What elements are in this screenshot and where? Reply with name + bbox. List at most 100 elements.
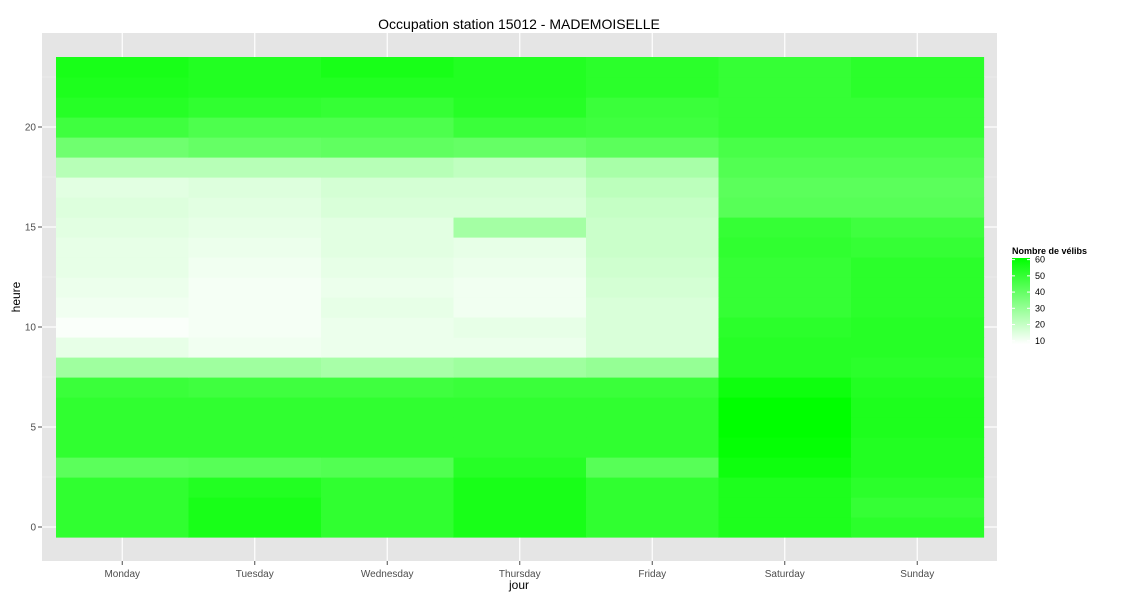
heatmap-cell [718, 257, 852, 278]
legend-tick-label: 60 [1035, 255, 1045, 265]
heatmap-cell [321, 217, 455, 238]
heatmap-cell [188, 217, 322, 238]
heatmap-cell [586, 137, 720, 158]
heatmap-cell [56, 77, 190, 98]
heatmap-cell [188, 257, 322, 278]
heatmap-cell [586, 57, 720, 78]
heatmap-cell [321, 297, 455, 318]
heatmap-cell [851, 257, 985, 278]
heatmap-cell [718, 217, 852, 238]
heatmap-cell [718, 57, 852, 78]
heatmap-cell [321, 457, 455, 478]
heatmap-cell [586, 157, 720, 178]
heatmap-cell [851, 217, 985, 238]
heatmap-cell [188, 337, 322, 358]
heatmap-cell [56, 57, 190, 78]
legend-colorbar [1012, 258, 1030, 344]
heatmap-cell [188, 477, 322, 498]
heatmap-cell [321, 497, 455, 518]
heatmap-cell [718, 437, 852, 458]
chart-title: Occupation station 15012 - MADEMOISELLE [378, 16, 660, 32]
heatmap-cell [56, 377, 190, 398]
heatmap-cell [586, 457, 720, 478]
heatmap-cell [586, 497, 720, 518]
x-tick-label: Tuesday [236, 569, 274, 580]
heatmap-cell [718, 117, 852, 138]
heatmap-cell [851, 477, 985, 498]
heatmap-cell [188, 437, 322, 458]
heatmap-cell [851, 317, 985, 338]
heatmap-cell [453, 237, 587, 258]
heatmap-cell [321, 157, 455, 178]
heatmap-cell [851, 157, 985, 178]
heatmap-cell [56, 157, 190, 178]
heatmap-cell [188, 237, 322, 258]
y-tick-label: 5 [30, 423, 36, 434]
heatmap-cell [586, 77, 720, 98]
heatmap-cell [453, 377, 587, 398]
heatmap-cell [453, 317, 587, 338]
heatmap-cell [851, 517, 985, 538]
heatmap-cell [56, 477, 190, 498]
heatmap-cell [321, 57, 455, 78]
heatmap-cell [56, 217, 190, 238]
heatmap-cell [718, 337, 852, 358]
heatmap-cell [321, 317, 455, 338]
heatmap-cell [453, 97, 587, 118]
heatmap-cell [718, 377, 852, 398]
heatmap-cell [586, 217, 720, 238]
heatmap-cell [718, 237, 852, 258]
heatmap-cell [586, 197, 720, 218]
heatmap-cell [718, 177, 852, 198]
y-axis-title: heure [9, 281, 23, 312]
heatmap-cell [586, 397, 720, 418]
heatmap-cell [56, 277, 190, 298]
heatmap-cell [851, 297, 985, 318]
heatmap-cell [851, 137, 985, 158]
heatmap-cell [453, 457, 587, 478]
heatmap-cell [586, 477, 720, 498]
heatmap-cell [321, 117, 455, 138]
heatmap-cell [188, 417, 322, 438]
heatmap-cell [321, 357, 455, 378]
heatmap-cell [188, 97, 322, 118]
heatmap-cell [321, 177, 455, 198]
heatmap-cell [851, 337, 985, 358]
heatmap-cell [56, 117, 190, 138]
heatmap-cell [718, 157, 852, 178]
heatmap-cell [453, 277, 587, 298]
heatmap-cell [56, 137, 190, 158]
heatmap-cell [453, 417, 587, 438]
heatmap-cell [453, 217, 587, 238]
heatmap-cell [586, 317, 720, 338]
heatmap-cell [718, 77, 852, 98]
heatmap-cell [321, 397, 455, 418]
heatmap-cell [188, 357, 322, 378]
heatmap-cell [453, 437, 587, 458]
y-tick-label: 0 [30, 523, 36, 534]
heatmap-cell [586, 417, 720, 438]
heatmap-cell [188, 377, 322, 398]
heatmap-cell [851, 377, 985, 398]
heatmap-cell [851, 457, 985, 478]
heatmap-cell [321, 197, 455, 218]
heatmap-cell [453, 177, 587, 198]
heatmap-cell [321, 237, 455, 258]
heatmap-cell [586, 517, 720, 538]
heatmap-cell [718, 497, 852, 518]
heatmap-cell [188, 117, 322, 138]
heatmap-cell [586, 117, 720, 138]
heatmap-cell [188, 517, 322, 538]
heatmap-cell [851, 417, 985, 438]
heatmap-cell [586, 297, 720, 318]
heatmap-cell [188, 277, 322, 298]
heatmap-cell [586, 437, 720, 458]
heatmap-cell [56, 457, 190, 478]
heatmap-cell [321, 417, 455, 438]
heatmap-cell [56, 357, 190, 378]
heatmap-cell [453, 197, 587, 218]
heatmap-cell [188, 197, 322, 218]
legend-ticks: 60 50 40 30 20 10 [1012, 255, 1045, 346]
heatmap-cell [321, 77, 455, 98]
legend: Nombre de vélibs 60 50 40 30 20 10 [1012, 246, 1087, 346]
